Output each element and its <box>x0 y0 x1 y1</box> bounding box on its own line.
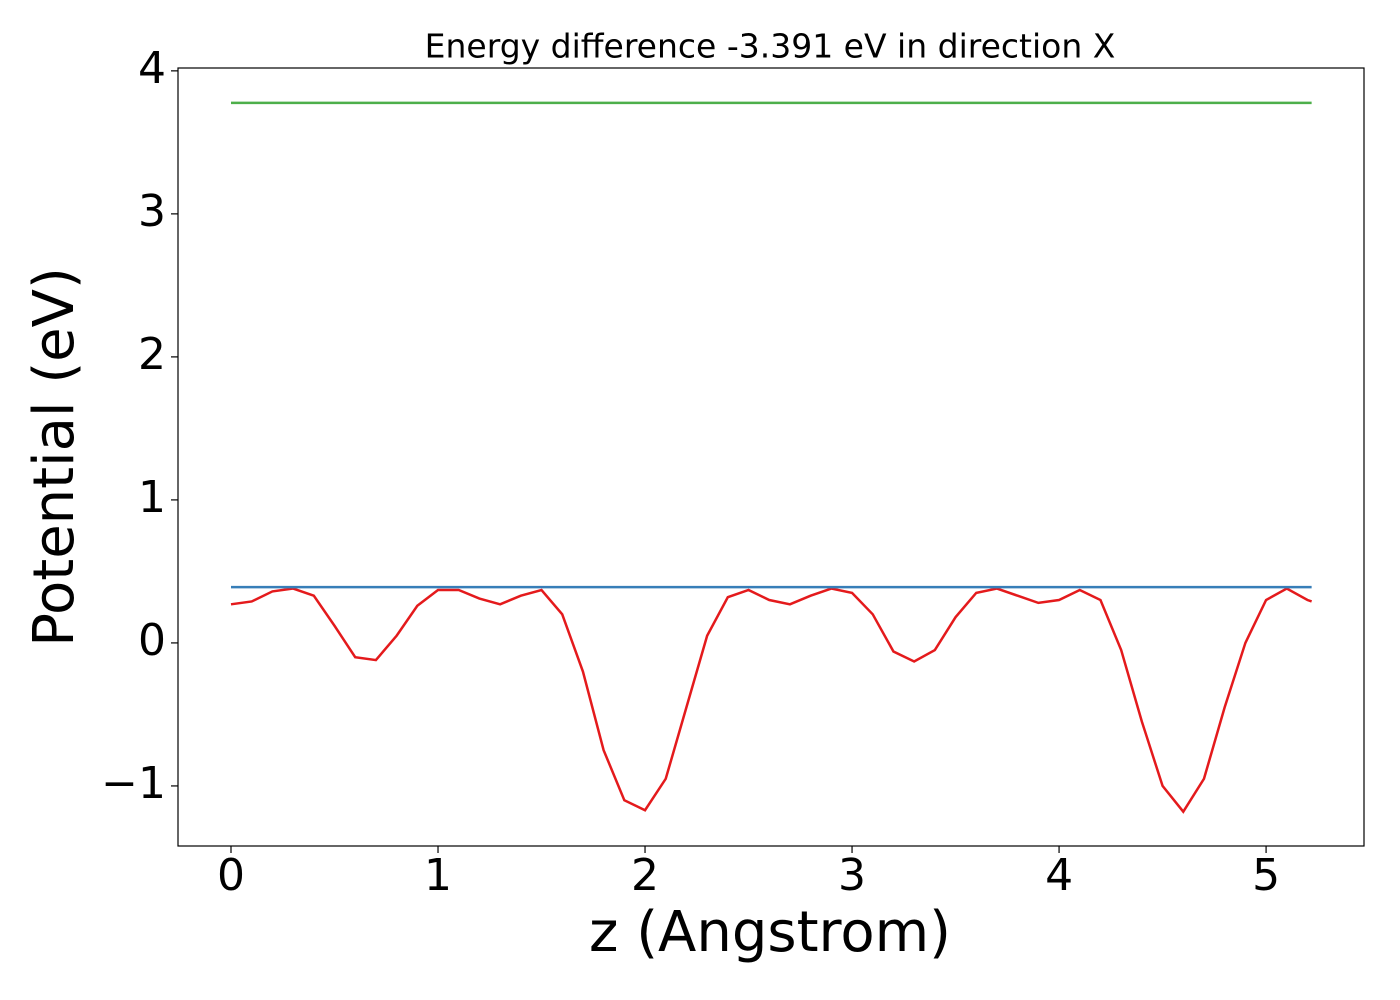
x-tick-label: 2 <box>631 850 659 901</box>
y-tick-label: 2 <box>138 329 166 380</box>
x-axis-label: z (Angstrom) <box>589 900 951 965</box>
x-tick-label: 5 <box>1252 850 1280 901</box>
y-tick-label: 1 <box>138 472 166 523</box>
plot-frame <box>177 67 1365 847</box>
chart-title: Energy difference -3.391 eV in direction… <box>425 27 1116 66</box>
y-tick-label: 0 <box>138 615 166 666</box>
line-series <box>230 587 1313 814</box>
y-tick-label: −1 <box>101 758 166 809</box>
y-tick-label: 4 <box>138 43 166 94</box>
x-tick-label: 4 <box>1045 850 1073 901</box>
y-tick-label: 3 <box>138 186 166 237</box>
y-axis-label: Potential (eV) <box>22 267 87 647</box>
x-tick-label: 3 <box>838 850 866 901</box>
x-tick-label: 1 <box>424 850 452 901</box>
x-tick-label: 0 <box>217 850 245 901</box>
